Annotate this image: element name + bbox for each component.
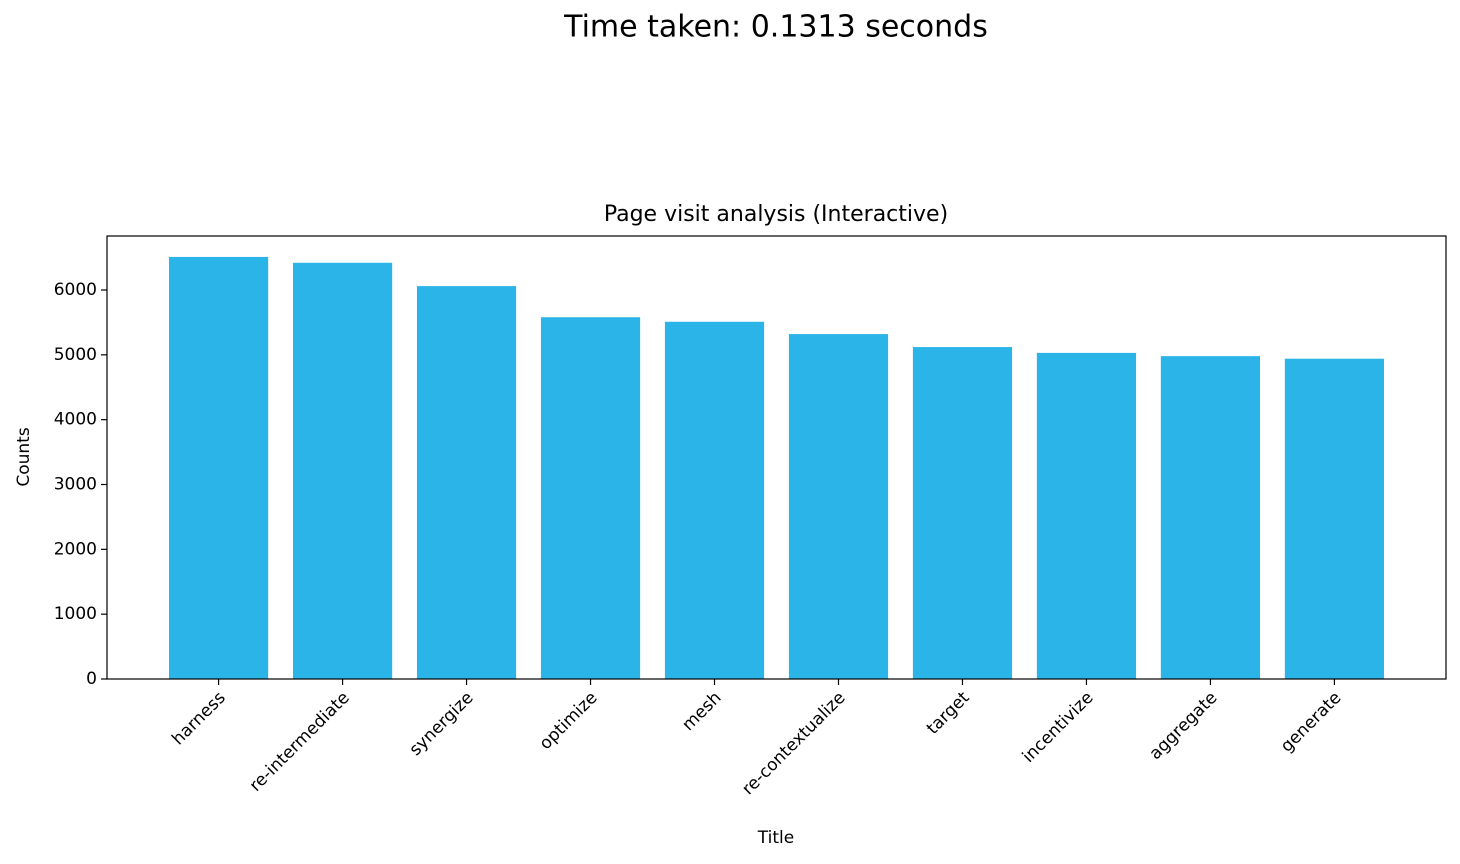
bar <box>1036 352 1137 679</box>
plot-frame <box>106 235 1447 680</box>
bar <box>1284 358 1385 679</box>
x-tick-label: mesh <box>678 688 725 735</box>
y-tick-label: 0 <box>86 669 97 689</box>
y-axis-label: Counts <box>14 427 34 486</box>
x-tick-label: aggregate <box>1146 688 1222 764</box>
bar <box>912 347 1013 679</box>
suptitle: Time taken: 0.1313 seconds <box>563 10 988 45</box>
bar <box>540 317 641 679</box>
x-tick-label: re-contextualize <box>738 688 849 799</box>
y-tick-label: 5000 <box>54 345 97 365</box>
x-tick-label: harness <box>168 688 229 749</box>
chart-title: Page visit analysis (Interactive) <box>604 202 948 227</box>
y-tick-label: 3000 <box>54 475 97 495</box>
y-tick-label: 1000 <box>54 604 97 624</box>
y-tick-label: 4000 <box>54 410 97 430</box>
x-tick-label: synergize <box>406 688 478 760</box>
x-tick-label: incentivize <box>1019 688 1098 767</box>
y-tick-label: 2000 <box>54 539 97 559</box>
y-tick-label: 6000 <box>54 280 97 300</box>
bar <box>664 321 765 679</box>
bar <box>292 262 393 679</box>
x-tick-label: target <box>923 688 974 739</box>
x-axis-label: Title <box>757 828 794 848</box>
x-tick-label: generate <box>1277 688 1346 757</box>
x-tick-label: optimize <box>536 688 602 754</box>
x-tick-label: re-intermediate <box>246 688 354 796</box>
bar <box>168 256 269 679</box>
bar <box>788 334 889 679</box>
bar <box>416 286 517 679</box>
bar <box>1160 356 1261 679</box>
